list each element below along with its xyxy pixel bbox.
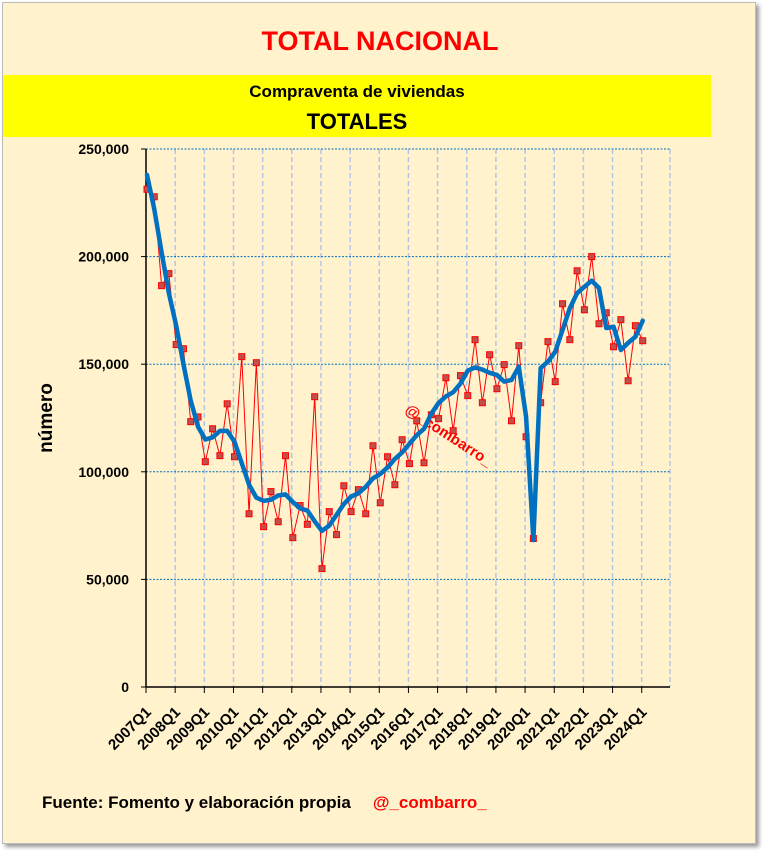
data-point [624, 377, 632, 385]
data-point [238, 353, 246, 361]
data-point [325, 508, 333, 516]
data-point [639, 337, 647, 345]
data-point [595, 320, 603, 328]
data-point [158, 282, 166, 290]
data-point [209, 425, 217, 433]
data-point [551, 378, 559, 386]
data-point [369, 442, 377, 450]
data-point [471, 336, 479, 344]
data-point [318, 565, 326, 573]
data-point [282, 452, 290, 460]
data-point [500, 361, 508, 369]
data-point [464, 392, 472, 400]
data-point [617, 316, 625, 324]
data-point [274, 518, 282, 526]
data-point [340, 482, 348, 490]
data-point [267, 488, 275, 496]
source-note: Fuente: Fomento y elaboración propia [42, 793, 351, 812]
data-point [442, 374, 450, 382]
data-point [580, 306, 588, 314]
y-axis-label: número [36, 383, 57, 453]
author-handle: @_combarro_ [372, 793, 487, 812]
data-point [391, 481, 399, 489]
data-point [362, 510, 370, 518]
data-point [398, 436, 406, 444]
y-tick-label: 150,000 [78, 356, 129, 372]
subtitle-band [3, 75, 711, 137]
data-point [478, 399, 486, 407]
data-point [252, 359, 260, 367]
data-point [486, 351, 494, 359]
y-tick-label: 250,000 [78, 141, 129, 157]
data-point [610, 343, 618, 351]
y-tick-label: 100,000 [78, 464, 129, 480]
data-point [347, 508, 355, 516]
data-point [187, 418, 195, 426]
data-point [420, 459, 428, 467]
data-point [289, 534, 297, 542]
data-point [376, 499, 384, 507]
data-point [544, 338, 552, 346]
chart-subtitle: Compraventa de viviendas [249, 82, 465, 101]
data-point [245, 510, 253, 518]
data-point [435, 415, 443, 423]
data-point [413, 417, 421, 425]
data-point [201, 458, 209, 466]
data-point [493, 385, 501, 393]
data-point [260, 523, 268, 531]
y-tick-label: 50,000 [86, 571, 129, 587]
y-tick-label: 0 [121, 679, 129, 695]
trend-line [144, 172, 645, 543]
data-point [303, 520, 311, 528]
series-line-totals [146, 188, 644, 569]
data-point [216, 452, 224, 460]
data-point [223, 400, 231, 408]
data-point [384, 453, 392, 461]
data-point [515, 342, 523, 350]
data-point [333, 531, 341, 539]
data-point [405, 460, 413, 468]
chart-title: TOTAL NACIONAL [261, 26, 499, 56]
data-point [508, 417, 515, 425]
data-point [311, 393, 319, 401]
data-point [588, 253, 596, 261]
data-point [573, 267, 581, 275]
data-point [566, 336, 574, 344]
data-point [449, 427, 457, 435]
footer: Fuente: Fomento y elaboración propia @_co… [42, 793, 487, 813]
data-point [559, 300, 567, 308]
chart-subtitle-totales: TOTALES [306, 109, 408, 134]
y-tick-label: 200,000 [78, 249, 129, 265]
